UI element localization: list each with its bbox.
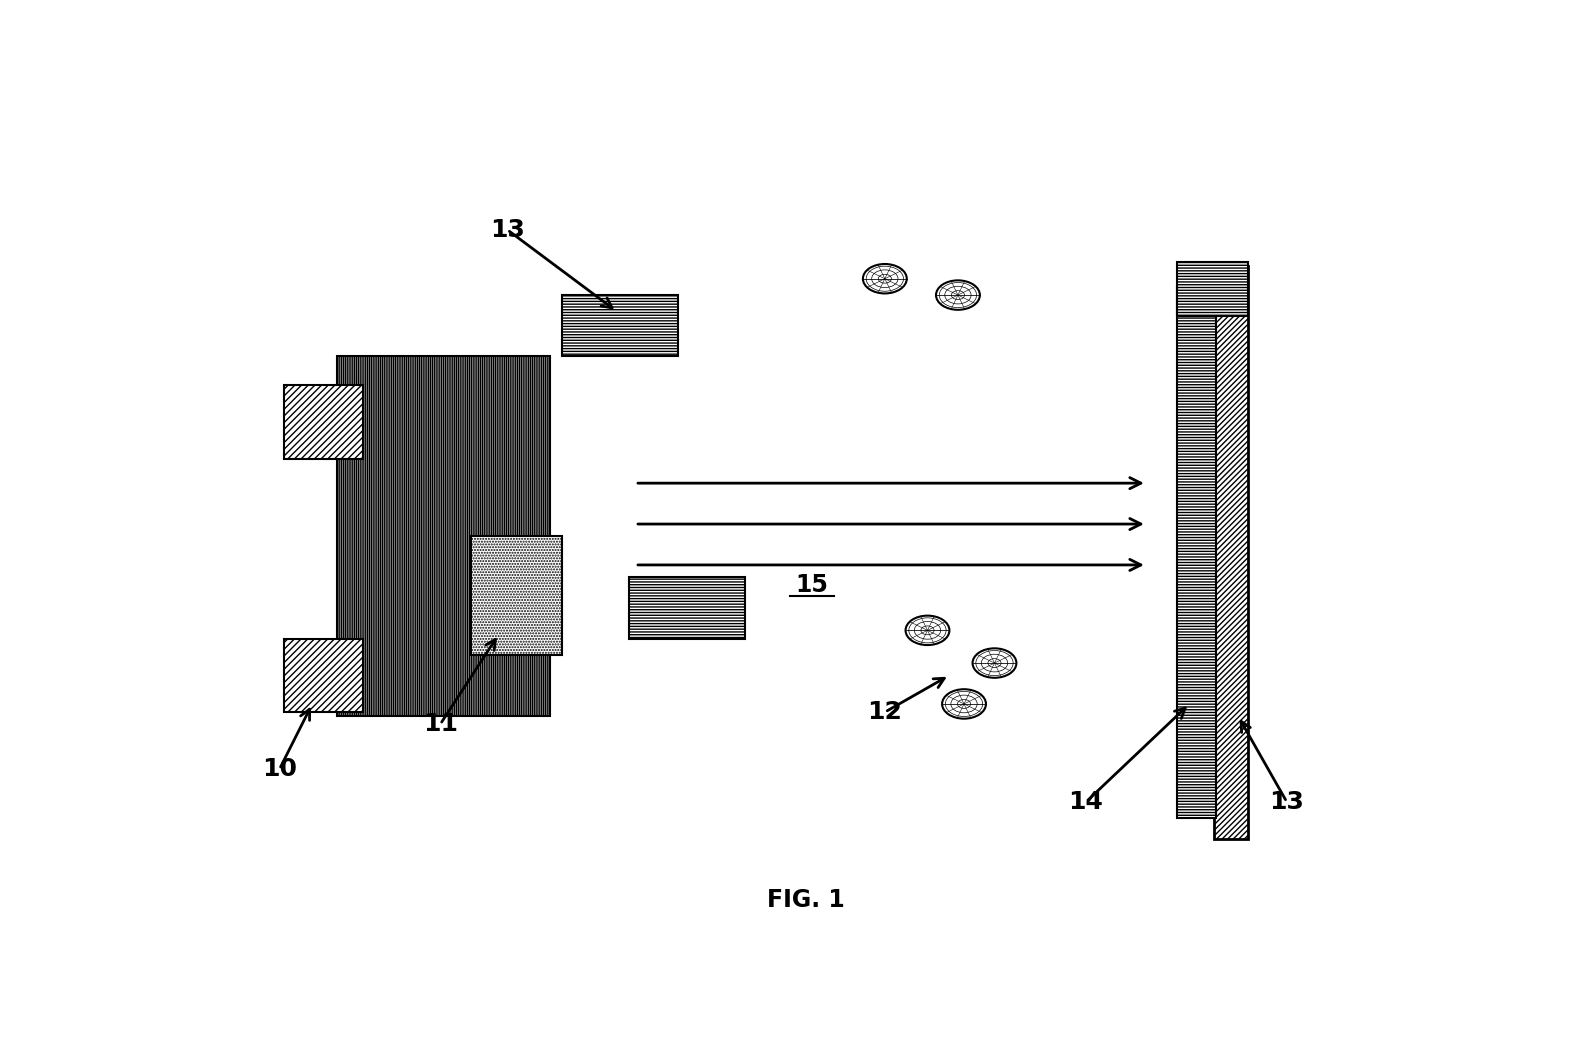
Text: 11: 11 [423, 713, 457, 736]
Text: 14: 14 [1069, 790, 1104, 815]
Bar [563, 295, 678, 357]
Text: 15: 15 [795, 573, 828, 597]
Bar [285, 638, 363, 713]
Circle shape [942, 689, 986, 719]
Bar [629, 578, 745, 638]
Bar [470, 536, 563, 655]
Circle shape [905, 616, 949, 645]
Text: FIG. 1: FIG. 1 [767, 888, 844, 912]
Circle shape [935, 280, 979, 310]
Text: 13: 13 [490, 218, 525, 242]
Circle shape [973, 648, 1017, 678]
Text: 10: 10 [263, 757, 297, 782]
Circle shape [863, 264, 907, 293]
Text: 13: 13 [1270, 790, 1305, 815]
Bar [1214, 267, 1248, 839]
Bar [336, 357, 550, 716]
Text: 12: 12 [868, 700, 902, 724]
Bar [1177, 287, 1217, 819]
Bar [1177, 262, 1248, 315]
Bar [285, 386, 363, 459]
